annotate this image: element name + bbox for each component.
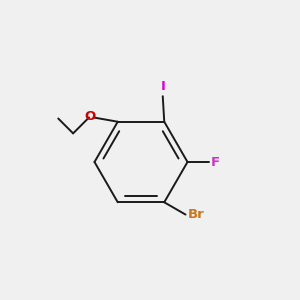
Text: F: F <box>211 155 220 169</box>
Text: I: I <box>160 80 165 93</box>
Text: O: O <box>84 110 95 123</box>
Text: Br: Br <box>188 208 205 221</box>
